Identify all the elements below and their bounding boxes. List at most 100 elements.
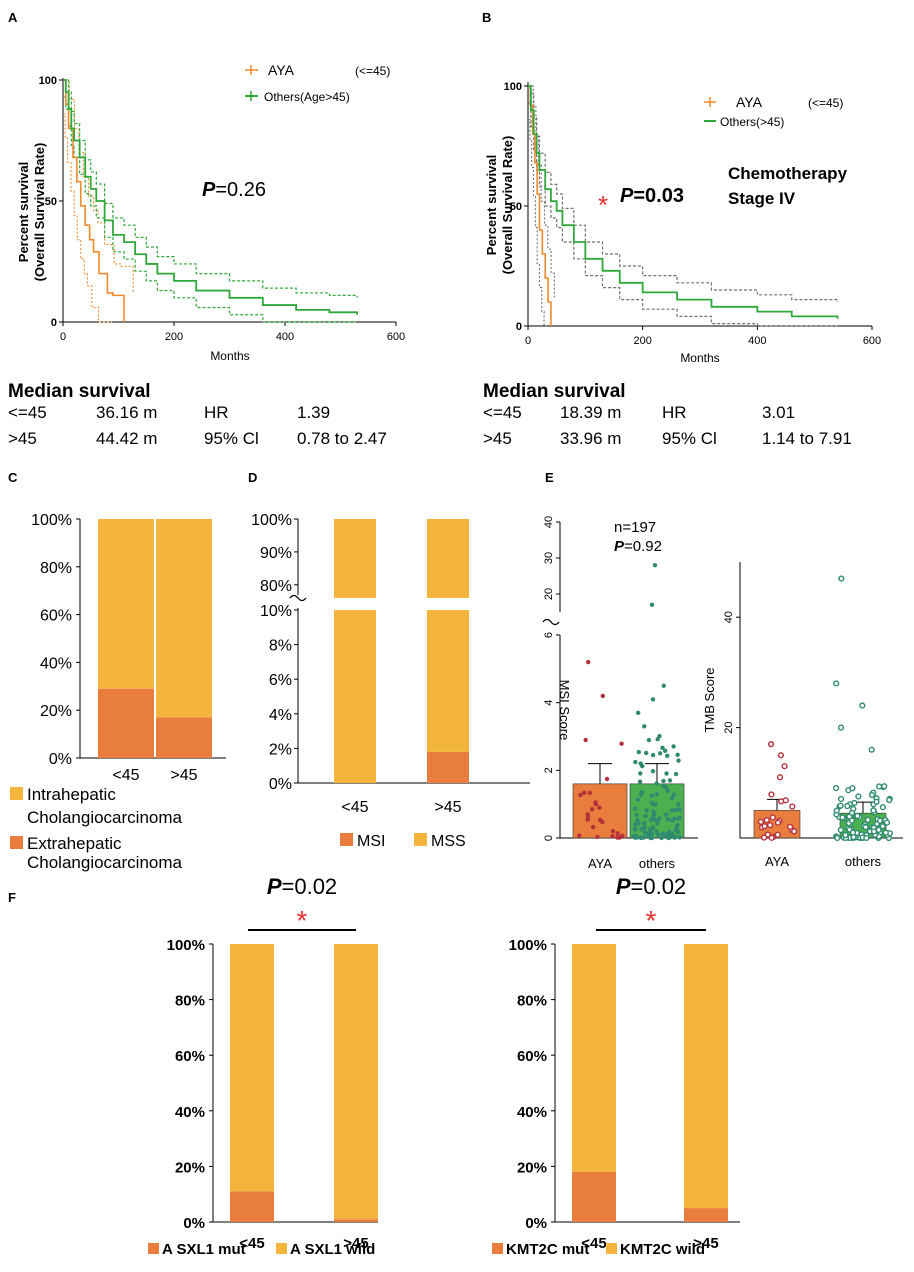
- xtick-label-msi-0: AYA: [588, 856, 612, 871]
- dot-tmb-AYA-16: [768, 834, 775, 841]
- dot-msi-others-93: [633, 822, 638, 827]
- dot-msi-others-69: [665, 753, 670, 758]
- dot-msi-others-73: [639, 789, 644, 795]
- dot-msi-others-84: [657, 751, 663, 756]
- dot-msi-AYA-10: [577, 833, 582, 838]
- panel-letter-f: F: [8, 890, 16, 905]
- dot-tmb-AYA-1: [781, 763, 788, 770]
- dot-msi-others-38: [638, 771, 643, 776]
- bar-C->45-0: [156, 717, 212, 758]
- dot-msi-others-61: [673, 771, 679, 777]
- dot-msi-AYA-25: [604, 776, 610, 782]
- ci-upper-others-A: [63, 79, 358, 298]
- dot-tmb-AYA-15: [764, 831, 771, 838]
- ci-lower-others-B: [528, 102, 838, 327]
- ci-lower-aya-A: [63, 113, 112, 323]
- dot-tmb-others-22: [883, 819, 891, 826]
- dot-msi-others-9: [637, 779, 643, 784]
- legend-intrahepatic-2: Cholangiocarcinoma: [27, 808, 183, 827]
- ytick-label-C-1: 20%: [40, 703, 72, 720]
- median-title-a: Median survival: [8, 381, 151, 402]
- dot-msi-others-80: [673, 827, 678, 833]
- bar-chart-f2: P=0.02 * 0% 20% 40% 60% 80% 100% <45 >45 KMT2C …: [492, 874, 740, 1258]
- dot-tmb-others-82: [833, 807, 840, 814]
- bar-chart-d: 0% 2% 4% 6% 8% 10% 80% 90% 100% <45 >45 MSI MSS: [251, 512, 530, 850]
- dot-tmb-AYA-18: [778, 798, 785, 805]
- median-a-r1c1: 44.42 m: [96, 429, 157, 448]
- dot-tmb-others-1: [837, 724, 845, 731]
- axis-break-e: [542, 618, 560, 626]
- dot-msi-AYA-8: [582, 790, 587, 796]
- xtick-label-A-3: 600: [387, 331, 405, 343]
- xtick-label-F2-1: >45: [693, 1235, 718, 1252]
- dot-msi-others-32: [670, 808, 675, 813]
- p-value-b: P=0.03: [620, 185, 684, 207]
- legend-aya-a: AYA: [268, 62, 295, 78]
- legend-swatch-msi: [340, 833, 353, 846]
- ytick-label-F2-2: 40%: [517, 1104, 547, 1121]
- dot-tmb-AYA-7: [774, 819, 782, 826]
- dot-msi-AYA-15: [587, 790, 593, 796]
- legend-swatch-intrahepatic: [10, 787, 23, 800]
- axis-break-d: [289, 594, 307, 602]
- dot-tmb-others-50: [876, 783, 883, 790]
- dot-tmb-others-92: [832, 785, 840, 792]
- dot-msi-others-1: [635, 710, 641, 716]
- ytick-label-F2-3: 60%: [517, 1048, 547, 1065]
- median-a-r0c1: 36.16 m: [96, 403, 157, 422]
- panel-letter-d: D: [248, 470, 257, 485]
- ytick-label-F2-0: 0%: [525, 1215, 547, 1232]
- ytick-label-F1-2: 40%: [175, 1104, 205, 1121]
- dot-tmb-others-57: [864, 816, 871, 823]
- dot-msi-others-64: [635, 817, 640, 823]
- legend-swatch-kmt2c-wild: [606, 1243, 617, 1254]
- dot-msi-others-100: [675, 752, 680, 758]
- dot-msi-others-3: [661, 683, 666, 688]
- ytick-label-B-0: 0: [516, 321, 522, 333]
- dot-tmb-others-46: [862, 824, 869, 831]
- dot-tmb-others-97: [876, 817, 884, 824]
- ylabel-tmb: TMB Score: [702, 667, 717, 732]
- dot-msi-others-59: [650, 752, 656, 758]
- dot-tmb-others-86: [881, 783, 888, 790]
- dot-tmb-others-80: [849, 785, 856, 792]
- xtick-label-tmb-0: AYA: [765, 854, 789, 869]
- ylabel-b-line1: Percent survival: [484, 155, 499, 255]
- bar-d-mss-low->45: [427, 610, 469, 752]
- legend-mss: MSS: [431, 833, 466, 850]
- dot-msi-others-90: [657, 816, 662, 821]
- median-b-r1c1: 33.96 m: [560, 429, 621, 448]
- xtick-label-F1-1: >45: [343, 1235, 368, 1252]
- legend-asxl1-wild: A SXL1 wild: [290, 1241, 375, 1258]
- bar-d-mss-high->45: [427, 519, 469, 598]
- dot-msi-AYA-5: [610, 828, 616, 834]
- xtick-label-F1-0: <45: [239, 1235, 264, 1252]
- dot-tmb-others-73: [834, 834, 841, 842]
- dot-msi-others-14: [632, 806, 638, 811]
- ytick-label-d-low-1: 2%: [269, 741, 292, 758]
- median-b-r0c3: 3.01: [762, 403, 795, 422]
- scatter-chart-e: n=197 P=0.92 MSI Score 0 2 4 6 20 30 40 AYA othe…: [542, 516, 903, 871]
- dot-msi-others-68: [652, 812, 657, 817]
- significance-star-f2: *: [646, 905, 657, 936]
- xtick-label-A-1: 200: [165, 331, 183, 343]
- dot-msi-others-95: [633, 759, 638, 765]
- dot-msi-AYA-24: [593, 800, 598, 805]
- dot-msi-others-17: [665, 788, 671, 793]
- median-a-r1c0: >45: [8, 429, 37, 448]
- km-line-aya-a: [63, 79, 125, 322]
- dot-msi-others-109: [664, 771, 669, 776]
- median-survival-a: Median survival <=45 36.16 m HR 1.39 >45…: [8, 381, 387, 448]
- bar-d-msi->45: [427, 751, 469, 783]
- dot-msi-AYA-21: [617, 835, 622, 840]
- dot-msi-others-28: [671, 792, 677, 797]
- median-b-r1c2: 95% Cl: [662, 429, 717, 448]
- dot-msi-others-104: [665, 834, 670, 839]
- dot-msi-others-62: [677, 807, 682, 812]
- ytick-label-C-3: 60%: [40, 608, 72, 625]
- dot-tmb-others-99: [873, 798, 880, 805]
- dot-msi-others-74: [656, 832, 661, 838]
- ylabel-msi: MSI Score: [557, 680, 572, 741]
- dot-tmb-others-0: [868, 746, 875, 753]
- significance-star-b: *: [598, 190, 608, 220]
